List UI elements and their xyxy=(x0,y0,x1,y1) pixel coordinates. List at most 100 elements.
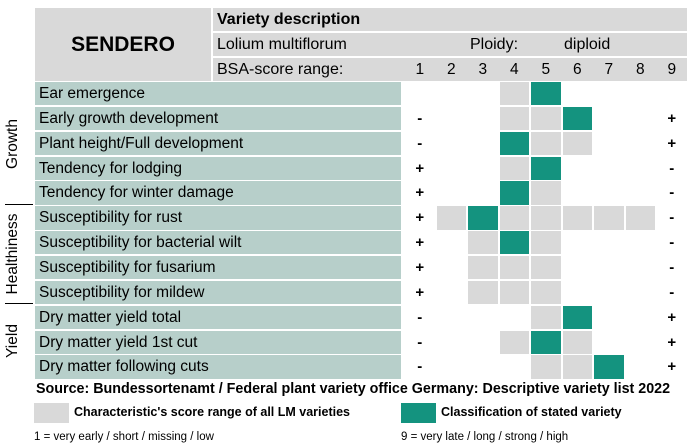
score-cell xyxy=(468,82,498,105)
score-cell-selected xyxy=(594,355,624,379)
score-cell xyxy=(626,331,656,354)
score-cell-selected xyxy=(499,131,529,156)
score-cell-selected xyxy=(499,181,529,205)
trait-name: Susceptibility for bacterial wilt xyxy=(35,231,401,255)
score-cell xyxy=(626,157,656,180)
score-cell xyxy=(437,306,467,329)
score-number: 6 xyxy=(572,61,582,78)
variety-name-cell xyxy=(35,8,211,81)
score-cell xyxy=(437,331,467,354)
group-label-growth: Growth xyxy=(4,119,21,169)
low-end-sign: - xyxy=(417,333,423,351)
score-number: 2 xyxy=(446,61,456,78)
score-number: 1 xyxy=(415,61,425,78)
score-cell xyxy=(468,132,498,155)
range-label: BSA-score range: xyxy=(217,61,344,78)
score-cell xyxy=(437,281,467,304)
trait-name: Dry matter following cuts xyxy=(35,355,401,379)
score-cell xyxy=(437,181,467,204)
score-cell xyxy=(594,157,624,180)
score-cell-range xyxy=(562,206,592,230)
score-cell xyxy=(563,82,593,105)
score-cell-range xyxy=(562,355,592,379)
low-end-sign: + xyxy=(415,209,425,227)
score-cell-range xyxy=(531,206,561,230)
score-cell xyxy=(437,231,467,254)
species-name: Lolium multiflorum xyxy=(217,36,347,53)
score-cell-range xyxy=(436,206,466,230)
score-cell xyxy=(500,355,530,378)
score-cell-range xyxy=(562,131,592,156)
score-cell xyxy=(594,107,624,130)
score-cell-range xyxy=(531,280,561,305)
score-cell-range xyxy=(499,106,529,131)
score-cell xyxy=(657,82,687,105)
score-cell xyxy=(626,231,656,254)
score-cell xyxy=(626,82,656,105)
score-cell-range xyxy=(625,206,655,230)
low-end-sign: - xyxy=(417,358,423,376)
score-number: 4 xyxy=(509,61,519,78)
score-cell-range xyxy=(531,106,561,131)
score-number: 9 xyxy=(667,61,677,78)
header-title: Variety description xyxy=(217,11,361,28)
source-note: Source: Bundessortenamt / Federal plant … xyxy=(36,381,671,397)
legend-selected-swatch xyxy=(401,403,436,423)
score-cell xyxy=(437,107,467,130)
group-separator xyxy=(5,204,33,205)
score-cell xyxy=(437,132,467,155)
score-cell-range xyxy=(499,280,529,305)
score-cell-selected xyxy=(562,305,592,329)
score-cell xyxy=(626,281,656,304)
score-cell xyxy=(594,132,624,155)
trait-name: Plant height/Full development xyxy=(35,131,401,156)
score-cell-selected xyxy=(531,330,561,354)
trait-name: Dry matter yield total xyxy=(35,305,401,329)
low-end-sign: + xyxy=(415,184,425,202)
trait-name: Tendency for winter damage xyxy=(35,181,401,205)
high-end-sign: + xyxy=(667,308,677,326)
group-label-yield: Yield xyxy=(4,324,21,358)
score-cell-range xyxy=(499,82,529,106)
trait-name: Susceptibility for rust xyxy=(35,206,401,230)
score-cell-range xyxy=(562,330,592,354)
score-cell xyxy=(437,256,467,279)
score-cell xyxy=(563,231,593,254)
low-end-sign: + xyxy=(415,258,425,276)
score-cell-range xyxy=(468,280,498,305)
score-cell xyxy=(468,331,498,354)
score-cell xyxy=(626,132,656,155)
score-cell xyxy=(468,181,498,204)
high-end-sign: - xyxy=(669,159,675,177)
score-cell xyxy=(563,157,593,180)
score-cell xyxy=(468,157,498,180)
score-cell xyxy=(437,355,467,378)
score-number: 3 xyxy=(478,61,488,78)
high-end-sign: + xyxy=(667,134,677,152)
score-cell xyxy=(563,281,593,304)
score-cell-range xyxy=(499,255,529,280)
score-cell xyxy=(594,181,624,204)
trait-name: Early growth development xyxy=(35,106,401,131)
trait-name: Tendency for lodging xyxy=(35,156,401,180)
score-cell-selected xyxy=(562,106,592,131)
score-cell xyxy=(626,256,656,279)
score-cell xyxy=(468,355,498,378)
score-cell xyxy=(468,107,498,130)
low-end-sign: + xyxy=(415,283,425,301)
low-end-sign: - xyxy=(417,308,423,326)
score-cell-range xyxy=(594,206,624,230)
score-cell xyxy=(626,107,656,130)
low-end-sign: - xyxy=(417,134,423,152)
score-number: 5 xyxy=(541,61,551,78)
score-cell-range xyxy=(531,305,561,329)
legend-range-swatch xyxy=(34,403,69,423)
score-number: 8 xyxy=(635,61,645,78)
high-end-sign: - xyxy=(669,258,675,276)
score-cell-selected xyxy=(499,231,529,255)
scale-high-note: 9 = very late / long / strong / high xyxy=(401,431,569,443)
score-cell-range xyxy=(499,330,529,354)
header-title-row xyxy=(213,8,687,31)
high-end-sign: - xyxy=(669,184,675,202)
score-cell xyxy=(626,355,656,378)
